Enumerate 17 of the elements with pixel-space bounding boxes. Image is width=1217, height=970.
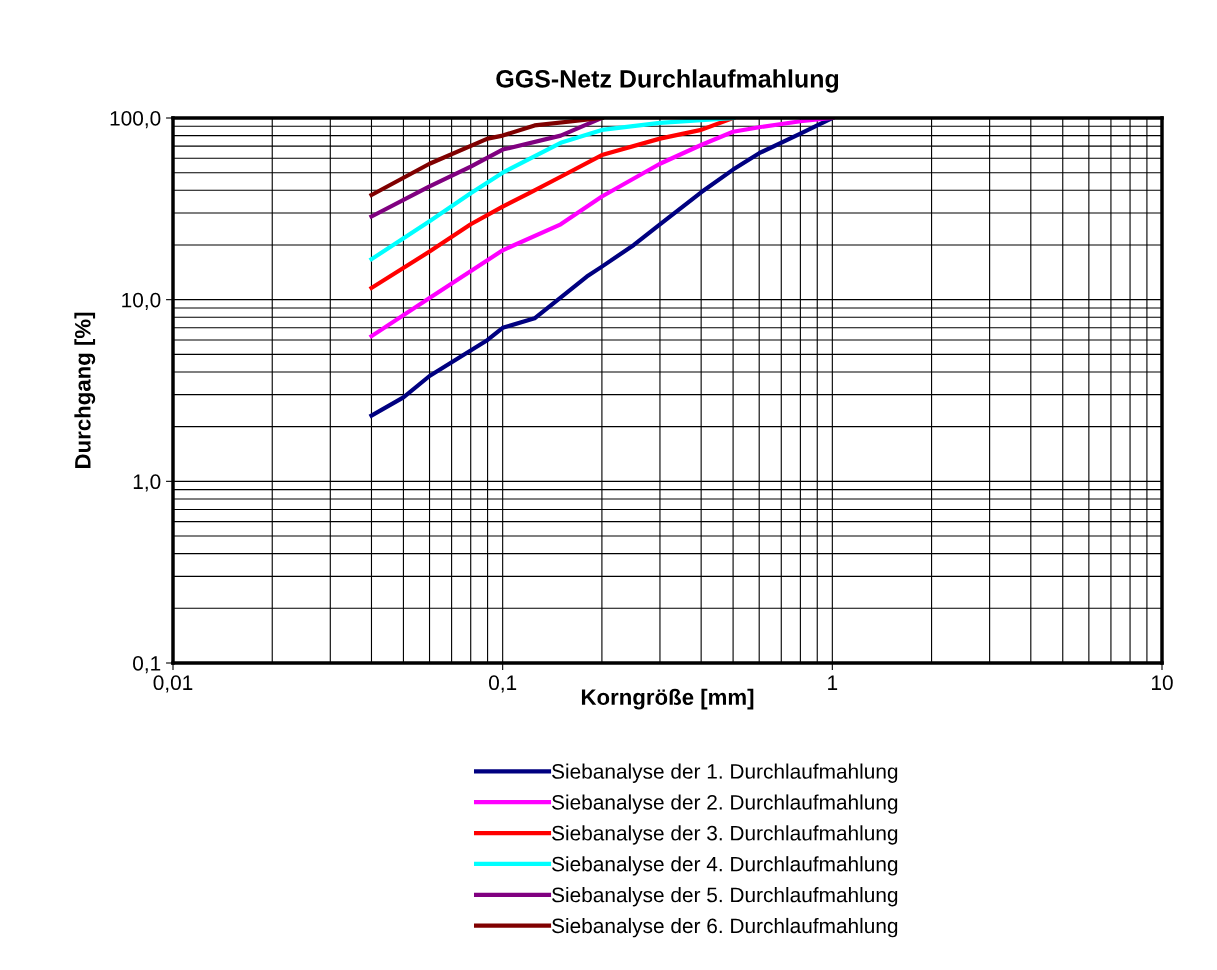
legend-label: Siebanalyse der 2. Durchlaufmahlung — [552, 794, 898, 814]
x-tick-label: 0,01 — [153, 675, 193, 693]
y-axis-title: Durchgang [%] — [74, 312, 96, 469]
x-axis-title: Korngröße [mm] — [581, 688, 754, 710]
x-tick-label: 0,1 — [489, 675, 517, 693]
y-tick-label: 10,0 — [122, 292, 161, 310]
x-tick-label: 10 — [1152, 675, 1173, 691]
y-tick-label: 1,0 — [133, 474, 161, 492]
y-tick-label: 0,1 — [133, 656, 161, 674]
x-tick-label: 1 — [828, 675, 838, 690]
legend-label: Siebanalyse der 6. Durchlaufmahlung — [552, 917, 898, 938]
legend-label: Siebanalyse der 4. Durchlaufmahlung — [552, 856, 898, 876]
chart-title: GGS-Netz Durchlaufmahlung — [496, 69, 839, 93]
legend-label: Siebanalyse der 3. Durchlaufmahlung — [552, 825, 898, 845]
legend-label: Siebanalyse der 5. Durchlaufmahlung — [552, 887, 898, 907]
y-tick-label: 100,0 — [110, 111, 161, 129]
legend-label: Siebanalyse der 1. Durchlaufmahlung — [552, 763, 898, 783]
